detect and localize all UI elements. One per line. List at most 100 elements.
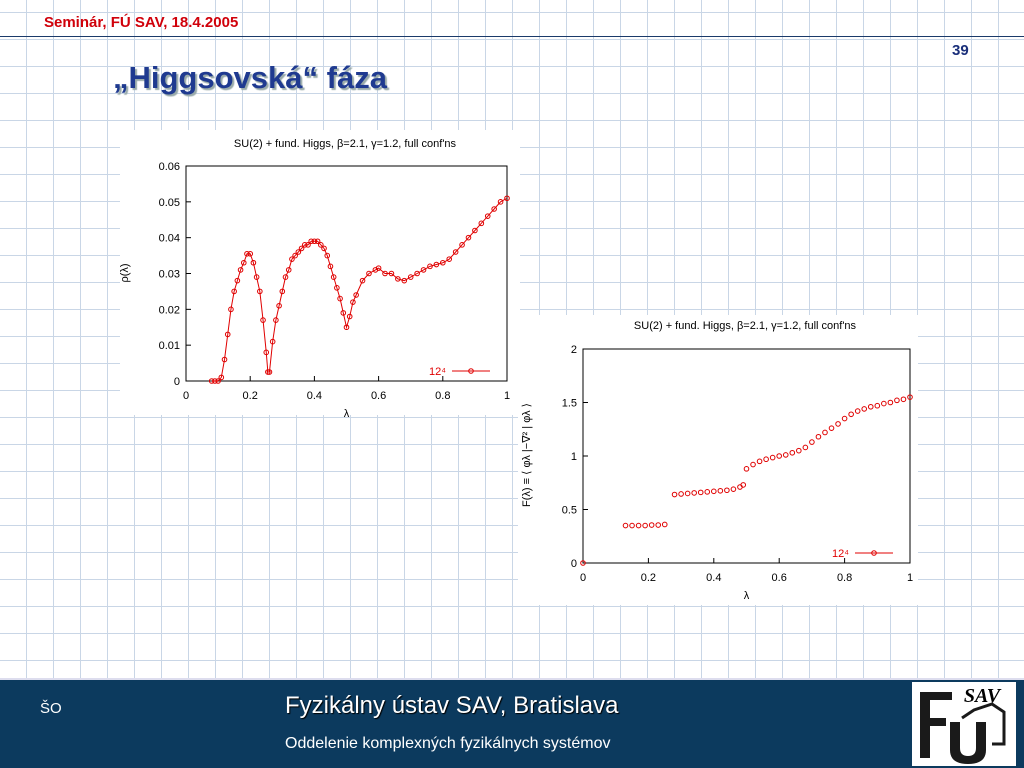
x-tick-label: 0.6: [371, 390, 386, 402]
data-point: [311, 238, 318, 245]
data-point: [244, 250, 250, 257]
data-point: [822, 429, 828, 436]
data-point: [491, 206, 497, 212]
data-point: [420, 267, 427, 273]
data-point: [465, 234, 472, 241]
data-point: [337, 295, 343, 302]
data-point: [671, 491, 678, 498]
header-rule: [0, 36, 1024, 37]
data-point: [231, 288, 237, 295]
data-point: [305, 242, 311, 248]
x-tick-label: 0: [580, 572, 586, 584]
data-point: [497, 199, 504, 205]
x-tick-label: 0: [183, 390, 189, 402]
data-point: [414, 270, 420, 277]
y-tick-label: 1.5: [562, 398, 577, 410]
x-axis-label: λ: [744, 590, 750, 602]
data-point: [750, 461, 756, 468]
data-point: [240, 259, 247, 266]
legend-label: 12⁴: [832, 548, 849, 560]
legend-marker: [468, 368, 474, 374]
data-point: [224, 331, 231, 338]
data-point: [763, 456, 769, 463]
data-point: [782, 452, 789, 458]
data-point: [697, 489, 704, 496]
y-tick-label: 0.02: [159, 304, 180, 316]
data-point: [828, 425, 835, 431]
y-tick-label: 0.01: [159, 340, 180, 352]
data-point: [407, 274, 414, 280]
data-point: [446, 256, 453, 262]
data-point: [796, 447, 802, 454]
data-point: [346, 313, 353, 320]
data-point: [848, 411, 854, 418]
data-point: [298, 245, 305, 252]
data-point: [907, 394, 913, 400]
data-point: [289, 256, 295, 262]
x-axis-label: λ: [344, 408, 350, 420]
data-point: [730, 486, 737, 492]
x-tick-label: 0.2: [641, 572, 656, 584]
logo-f: [920, 692, 952, 758]
data-point: [366, 270, 372, 277]
page-number: 39: [952, 42, 969, 59]
data-point: [452, 249, 459, 255]
y-tick-label: 0: [571, 558, 577, 570]
y-tick-label: 0.04: [159, 233, 180, 245]
data-point: [308, 238, 314, 245]
data-point: [802, 444, 809, 451]
logo-text: SAV: [964, 685, 1002, 707]
data-point: [257, 288, 263, 295]
data-point: [334, 285, 340, 291]
data-point: [295, 249, 302, 255]
data-point: [684, 490, 691, 497]
data-point: [279, 288, 286, 295]
data-point: [330, 274, 337, 280]
data-point: [815, 433, 822, 440]
data-point: [388, 270, 395, 277]
footer: [0, 678, 1024, 768]
data-point: [314, 238, 321, 245]
data-point: [324, 252, 331, 259]
footer-left: ŠO: [40, 700, 62, 717]
data-point: [900, 396, 907, 403]
data-point: [327, 263, 334, 270]
data-point: [218, 374, 225, 381]
y-tick-label: 2: [571, 344, 577, 356]
data-point: [809, 439, 815, 445]
x-tick-label: 0.4: [307, 390, 322, 402]
data-point: [359, 277, 366, 284]
data-point: [776, 453, 783, 459]
data-point: [382, 270, 388, 277]
data-point: [292, 252, 298, 259]
data-point: [841, 415, 848, 422]
y-tick-label: 0.5: [562, 505, 577, 517]
header: Seminár, FÚ SAV, 18.4.2005: [44, 14, 239, 31]
data-point: [655, 522, 662, 528]
data-point: [269, 338, 276, 345]
data-point: [212, 378, 218, 384]
y-tick-label: 1: [571, 451, 577, 463]
data-point: [622, 522, 629, 529]
data-point: [237, 267, 244, 273]
data-point: [691, 490, 697, 496]
data-point: [484, 213, 491, 219]
y-axis-label: F(λ) ≡ ⟨ φλ |−∇² | φλ ⟩: [521, 403, 533, 507]
legend-label: 12⁴: [429, 366, 446, 378]
data-point: [301, 242, 308, 248]
data-point: [769, 454, 776, 461]
data-point: [318, 242, 324, 248]
data-point: [756, 458, 763, 465]
y-tick-label: 0.06: [159, 161, 180, 173]
data-point: [353, 292, 359, 298]
data-point: [704, 489, 711, 495]
data-point: [478, 220, 485, 227]
data-point: [343, 324, 350, 331]
data-point: [273, 317, 279, 323]
y-tick-label: 0.05: [159, 197, 180, 209]
slide-title: „Higgsovská“ fáza: [113, 60, 387, 95]
chart-panel: [120, 130, 520, 415]
data-point: [340, 310, 347, 316]
data-point: [253, 274, 260, 280]
